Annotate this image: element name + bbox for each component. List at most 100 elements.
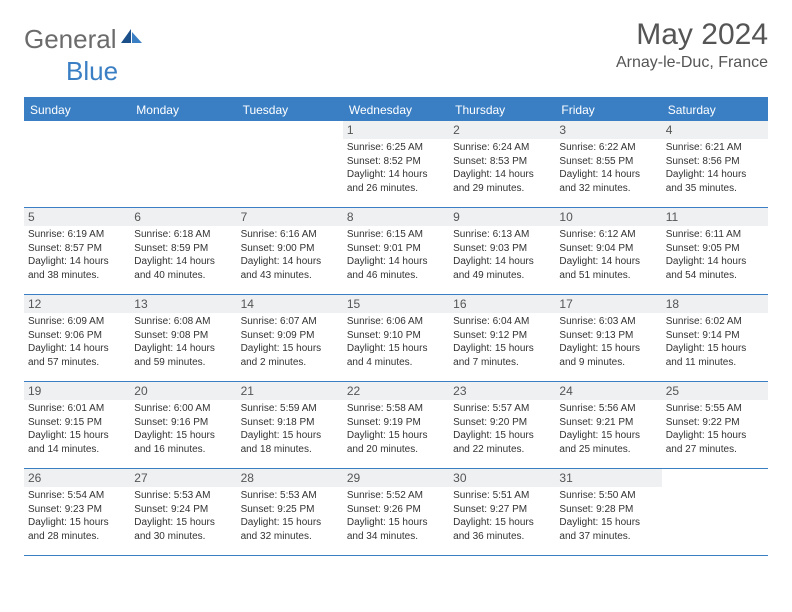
day-number-strip: 2	[449, 121, 555, 139]
sunset-text: Sunset: 8:56 PM	[666, 155, 764, 169]
day-number-strip: 20	[130, 382, 236, 400]
day-number-strip: 7	[237, 208, 343, 226]
sunrise-text: Sunrise: 6:25 AM	[347, 141, 445, 155]
daylight-text: Daylight: 15 hours and 30 minutes.	[134, 516, 232, 543]
day-number: 23	[453, 384, 551, 398]
day-number-strip: 3	[555, 121, 661, 139]
day-number-strip: 10	[555, 208, 661, 226]
daylight-text: Daylight: 15 hours and 36 minutes.	[453, 516, 551, 543]
day-number-strip: 1	[343, 121, 449, 139]
sunset-text: Sunset: 8:57 PM	[28, 242, 126, 256]
day-cell: 6Sunrise: 6:18 AMSunset: 8:59 PMDaylight…	[130, 208, 236, 294]
day-number: 6	[134, 210, 232, 224]
daylight-text: Daylight: 15 hours and 37 minutes.	[559, 516, 657, 543]
day-number: 26	[28, 471, 126, 485]
daylight-text: Daylight: 15 hours and 2 minutes.	[241, 342, 339, 369]
day-info: Sunrise: 6:13 AMSunset: 9:03 PMDaylight:…	[453, 228, 551, 282]
day-cell: 9 Sunrise: 6:13 AMSunset: 9:03 PMDaylight…	[449, 208, 555, 294]
day-info: Sunrise: 6:04 AMSunset: 9:12 PMDaylight:…	[453, 315, 551, 369]
day-empty	[237, 121, 343, 207]
daylight-text: Daylight: 14 hours and 29 minutes.	[453, 168, 551, 195]
sunrise-text: Sunrise: 6:04 AM	[453, 315, 551, 329]
day-cell: 30Sunrise: 5:51 AMSunset: 9:27 PMDayligh…	[449, 469, 555, 555]
sunset-text: Sunset: 9:12 PM	[453, 329, 551, 343]
day-number-strip: 16	[449, 295, 555, 313]
day-info: Sunrise: 5:58 AMSunset: 9:19 PMDaylight:…	[347, 402, 445, 456]
day-number-strip: 5	[24, 208, 130, 226]
sunrise-text: Sunrise: 6:09 AM	[28, 315, 126, 329]
weekday-monday: Monday	[130, 99, 236, 121]
sunrise-text: Sunrise: 5:57 AM	[453, 402, 551, 416]
sunrise-text: Sunrise: 6:12 AM	[559, 228, 657, 242]
day-cell: 8Sunrise: 6:15 AMSunset: 9:01 PMDaylight…	[343, 208, 449, 294]
day-number-strip: 8	[343, 208, 449, 226]
day-cell: 3 Sunrise: 6:22 AMSunset: 8:55 PMDaylight…	[555, 121, 661, 207]
day-cell: 26 Sunrise: 5:54 AMSunset: 9:23 PMDayligh…	[24, 469, 130, 555]
weekday-header-row: SundayMondayTuesdayWednesdayThursdayFrid…	[24, 99, 768, 121]
day-number-strip: 23	[449, 382, 555, 400]
day-cell: 16 Sunrise: 6:04 AMSunset: 9:12 PMDayligh…	[449, 295, 555, 381]
day-number: 31	[559, 471, 657, 485]
day-cell: 22 Sunrise: 5:58 AMSunset: 9:19 PMDayligh…	[343, 382, 449, 468]
day-cell: 31Sunrise: 5:50 AMSunset: 9:28 PMDayligh…	[555, 469, 661, 555]
sunset-text: Sunset: 9:03 PM	[453, 242, 551, 256]
weekday-tuesday: Tuesday	[237, 99, 343, 121]
day-cell: 12Sunrise: 6:09 AMSunset: 9:06 PMDayligh…	[24, 295, 130, 381]
day-cell: 7Sunrise: 6:16 AMSunset: 9:00 PMDaylight…	[237, 208, 343, 294]
day-info: Sunrise: 5:53 AMSunset: 9:25 PMDaylight:…	[241, 489, 339, 543]
day-number-strip: 31	[555, 469, 661, 487]
day-number-strip: 9	[449, 208, 555, 226]
sunrise-text: Sunrise: 6:15 AM	[347, 228, 445, 242]
day-number: 20	[134, 384, 232, 398]
sunset-text: Sunset: 9:04 PM	[559, 242, 657, 256]
day-number-strip: 14	[237, 295, 343, 313]
day-info: Sunrise: 6:19 AMSunset: 8:57 PMDaylight:…	[28, 228, 126, 282]
day-info: Sunrise: 6:12 AMSunset: 9:04 PMDaylight:…	[559, 228, 657, 282]
day-number: 1	[347, 123, 445, 137]
week-row: 1 Sunrise: 6:25 AMSunset: 8:52 PMDaylight…	[24, 121, 768, 208]
day-info: Sunrise: 6:25 AMSunset: 8:52 PMDaylight:…	[347, 141, 445, 195]
sunset-text: Sunset: 9:25 PM	[241, 503, 339, 517]
day-number: 19	[28, 384, 126, 398]
daylight-text: Daylight: 15 hours and 9 minutes.	[559, 342, 657, 369]
day-number: 2	[453, 123, 551, 137]
sunset-text: Sunset: 9:16 PM	[134, 416, 232, 430]
day-number: 10	[559, 210, 657, 224]
week-row: 26 Sunrise: 5:54 AMSunset: 9:23 PMDayligh…	[24, 469, 768, 556]
sunrise-text: Sunrise: 6:18 AM	[134, 228, 232, 242]
sunset-text: Sunset: 9:21 PM	[559, 416, 657, 430]
sunset-text: Sunset: 8:53 PM	[453, 155, 551, 169]
week-row: 12Sunrise: 6:09 AMSunset: 9:06 PMDayligh…	[24, 295, 768, 382]
day-info: Sunrise: 6:01 AMSunset: 9:15 PMDaylight:…	[28, 402, 126, 456]
day-info: Sunrise: 6:09 AMSunset: 9:06 PMDaylight:…	[28, 315, 126, 369]
day-cell: 14Sunrise: 6:07 AMSunset: 9:09 PMDayligh…	[237, 295, 343, 381]
day-number-strip: 13	[130, 295, 236, 313]
sunrise-text: Sunrise: 5:59 AM	[241, 402, 339, 416]
sunrise-text: Sunrise: 6:07 AM	[241, 315, 339, 329]
day-info: Sunrise: 6:22 AMSunset: 8:55 PMDaylight:…	[559, 141, 657, 195]
day-number-strip: 19	[24, 382, 130, 400]
daylight-text: Daylight: 15 hours and 16 minutes.	[134, 429, 232, 456]
day-info: Sunrise: 5:54 AMSunset: 9:23 PMDaylight:…	[28, 489, 126, 543]
day-cell: 2Sunrise: 6:24 AMSunset: 8:53 PMDaylight…	[449, 121, 555, 207]
day-info: Sunrise: 5:57 AMSunset: 9:20 PMDaylight:…	[453, 402, 551, 456]
sunset-text: Sunset: 9:15 PM	[28, 416, 126, 430]
sunset-text: Sunset: 9:06 PM	[28, 329, 126, 343]
week-row: 5 Sunrise: 6:19 AMSunset: 8:57 PMDaylight…	[24, 208, 768, 295]
daylight-text: Daylight: 14 hours and 57 minutes.	[28, 342, 126, 369]
daylight-text: Daylight: 15 hours and 14 minutes.	[28, 429, 126, 456]
sunrise-text: Sunrise: 6:03 AM	[559, 315, 657, 329]
day-empty	[662, 469, 768, 555]
day-cell: 11Sunrise: 6:11 AMSunset: 9:05 PMDayligh…	[662, 208, 768, 294]
daylight-text: Daylight: 14 hours and 38 minutes.	[28, 255, 126, 282]
sunset-text: Sunset: 9:23 PM	[28, 503, 126, 517]
title-block: May 2024 Arnay-le-Duc, France	[616, 18, 768, 72]
calendar-grid: SundayMondayTuesdayWednesdayThursdayFrid…	[24, 97, 768, 556]
sunrise-text: Sunrise: 6:08 AM	[134, 315, 232, 329]
day-info: Sunrise: 6:03 AMSunset: 9:13 PMDaylight:…	[559, 315, 657, 369]
day-number: 27	[134, 471, 232, 485]
weeks-container: 1 Sunrise: 6:25 AMSunset: 8:52 PMDaylight…	[24, 121, 768, 556]
day-number: 11	[666, 210, 764, 224]
day-number-strip: 22	[343, 382, 449, 400]
day-cell: 17Sunrise: 6:03 AMSunset: 9:13 PMDayligh…	[555, 295, 661, 381]
